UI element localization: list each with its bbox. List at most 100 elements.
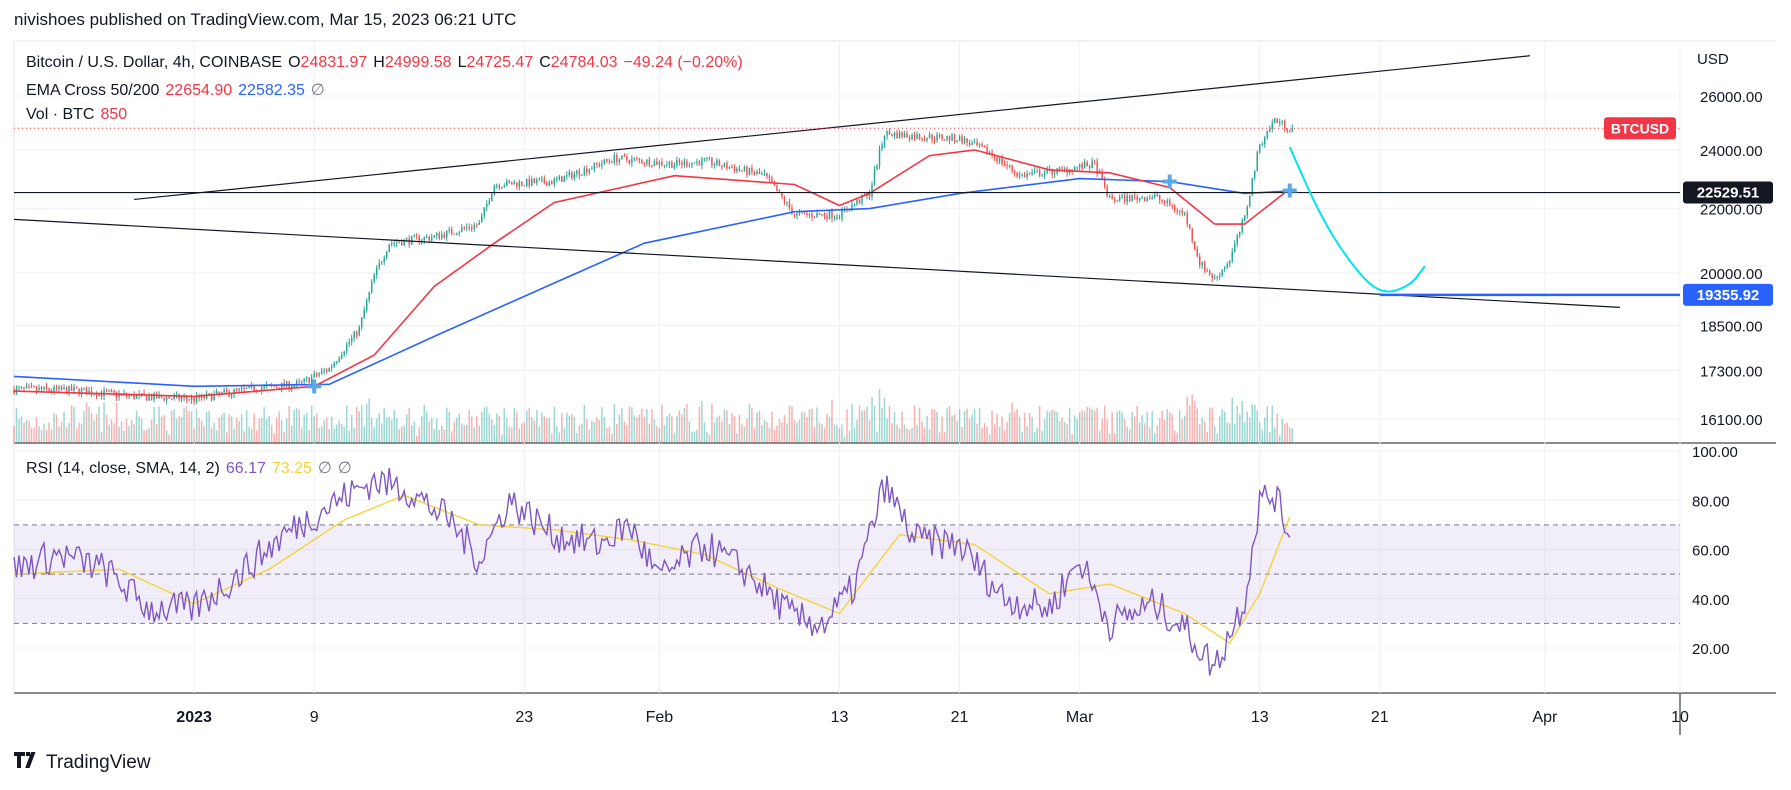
candle-body	[55, 386, 58, 389]
candle-body	[713, 164, 716, 166]
volume-bar	[496, 413, 498, 443]
rsi-label: RSI (14, close, SMA, 14, 2)	[26, 460, 220, 477]
volume-bar	[165, 430, 168, 443]
volume-bar	[123, 430, 125, 443]
volume-bar	[523, 422, 526, 443]
volume-bar	[1098, 430, 1101, 443]
candle-body	[873, 169, 876, 185]
volume-bar	[586, 419, 588, 443]
candle-body	[1238, 231, 1241, 236]
candle-body	[30, 386, 33, 388]
candle-body	[491, 194, 493, 202]
volume-bar	[561, 413, 563, 443]
candle-body	[661, 161, 663, 166]
volume-bar	[951, 415, 953, 443]
volume-bar	[818, 422, 821, 443]
volume-bar	[823, 427, 826, 443]
volume-bar	[581, 423, 583, 443]
volume-bar	[728, 423, 731, 443]
volume-bar	[448, 411, 451, 443]
volume-bar	[68, 423, 70, 443]
candle-body	[868, 192, 871, 197]
rsi-legend[interactable]: RSI (14, close, SMA, 14, 2) 66.17 73.25 ∅ ∅	[26, 458, 358, 478]
candle-body	[1198, 256, 1201, 266]
volume-bar	[1258, 422, 1261, 443]
volume-bar	[528, 407, 531, 443]
candle-body	[681, 162, 683, 165]
drawings[interactable]	[13, 55, 1680, 394]
candle-body	[871, 184, 873, 197]
volume-legend[interactable]: Vol · BTC 850	[26, 106, 133, 124]
volume-bar	[203, 425, 205, 443]
candle-body	[698, 161, 701, 166]
candle-body	[293, 385, 295, 388]
volume-bar	[691, 431, 693, 443]
symbol-legend[interactable]: Bitcoin / U.S. Dollar, 4h, COINBASE O2483…	[26, 54, 749, 72]
low-label: L	[457, 54, 467, 71]
candle-body	[633, 158, 636, 160]
volume-bar	[733, 415, 736, 443]
volume-bar	[643, 417, 646, 443]
volume-bar	[198, 417, 200, 443]
candle-body	[1221, 269, 1223, 276]
volume-bar	[258, 418, 260, 443]
candle-body	[476, 224, 478, 226]
volume-bar	[956, 421, 958, 443]
candle-body	[536, 180, 538, 183]
volume-bar	[548, 417, 551, 443]
volume-bar	[946, 408, 948, 443]
volume-bar	[621, 407, 623, 443]
volume-bar	[973, 408, 976, 443]
candle-body	[918, 134, 921, 139]
volume-bar	[928, 429, 931, 443]
candle-body	[1226, 263, 1228, 268]
ema200-line	[13, 177, 1290, 388]
candle-body	[360, 317, 363, 328]
volume-bar	[863, 409, 866, 443]
volume-bar	[641, 408, 643, 443]
candle-body	[1284, 120, 1286, 129]
volume-bar	[233, 428, 235, 443]
volume-bar	[1264, 417, 1266, 443]
volume-bar	[43, 423, 45, 443]
candle-body	[245, 387, 248, 389]
volume-bar	[285, 418, 288, 443]
volume-bar	[1253, 404, 1256, 443]
volume-bar	[1281, 418, 1284, 443]
candle-body	[623, 155, 626, 157]
candle-body	[1128, 195, 1131, 202]
ema-legend[interactable]: EMA Cross 50/200 22654.90 22582.35 ∅	[26, 80, 331, 100]
volume-bar	[328, 429, 330, 443]
volume-bar	[1091, 409, 1093, 443]
volume-bar	[208, 410, 210, 443]
volume-bar	[135, 410, 138, 443]
high-label: H	[373, 54, 385, 71]
candle-body	[273, 385, 275, 387]
volume-bar	[436, 418, 438, 443]
candle-body	[691, 162, 693, 166]
candle-body	[1146, 197, 1148, 202]
candle-body	[806, 213, 808, 215]
volume-bar	[418, 427, 420, 443]
candle-body	[70, 386, 73, 391]
volume-bar	[598, 420, 601, 443]
volume-bar	[861, 410, 863, 443]
footer-brand[interactable]: TradingView	[14, 752, 151, 774]
candle-body	[53, 386, 55, 392]
candle-body	[168, 397, 170, 399]
ema-null-value: ∅	[310, 82, 325, 99]
volume-bar	[1238, 414, 1241, 443]
candle-body	[1061, 167, 1063, 169]
candle-body	[971, 142, 973, 146]
volume-bar	[1048, 411, 1051, 443]
volume-bar	[1243, 422, 1246, 443]
volume-bar	[180, 417, 183, 443]
volume-bar	[838, 427, 841, 443]
volume-bar	[1166, 408, 1168, 443]
volume-bar	[103, 402, 105, 443]
volume-bar	[966, 408, 968, 443]
volume-bar	[636, 416, 638, 443]
candle-body	[816, 213, 818, 218]
candle-body	[833, 217, 836, 219]
